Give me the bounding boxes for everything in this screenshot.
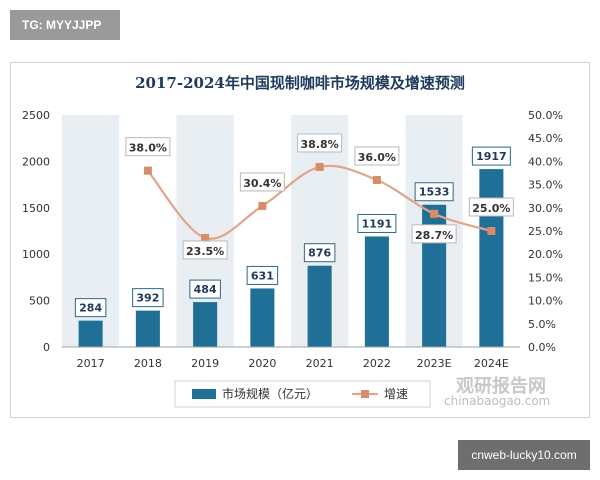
bar-data-labels: 284 392 484 631 876 1191 1533 1917 — [74, 146, 511, 318]
right-tick-label: 5.0% — [528, 318, 556, 331]
line-marker — [258, 201, 267, 210]
bar — [193, 302, 218, 347]
left-tick-label: 2500 — [22, 109, 50, 122]
right-tick-label: 25.0% — [528, 225, 563, 238]
right-tick-label: 20.0% — [528, 248, 563, 261]
right-tick-label: 45.0% — [528, 132, 563, 145]
line-label-box — [239, 172, 285, 192]
line-label-box — [125, 137, 171, 157]
line-marker — [430, 209, 439, 218]
right-tick-label: 35.0% — [528, 179, 563, 192]
line-marker — [201, 233, 210, 242]
line-label-box — [411, 224, 457, 244]
legend: 市场规模（亿元） 增速 — [174, 380, 431, 408]
bar-data-label: 1917 — [476, 150, 507, 163]
bar-label-box — [132, 288, 164, 308]
left-tick-label: 1000 — [22, 248, 50, 261]
line-data-label: 30.4% — [243, 177, 281, 190]
line-data-labels: 38.0% 23.5% 30.4% 38.8% 36.0% 28.7% 25.0% — [125, 133, 514, 260]
line-data-label: 38.0% — [129, 142, 167, 155]
right-tick-label: 15.0% — [528, 271, 563, 284]
bar — [78, 320, 103, 347]
line-label-box — [182, 240, 228, 260]
legend-label-line: 增速 — [384, 387, 408, 401]
bar-label-box — [74, 298, 107, 318]
watermark-logo: 观研报告网 — [456, 376, 546, 397]
line-data-label: 28.7% — [415, 229, 453, 242]
bar-label-box — [414, 182, 454, 202]
x-tick-label: 2019 — [191, 357, 219, 370]
line-data-label: 25.0% — [472, 202, 510, 215]
bar-label-box — [189, 279, 221, 299]
right-tick-label: 0.0% — [528, 341, 556, 354]
bar-data-label: 284 — [79, 302, 102, 315]
bar — [250, 288, 275, 347]
x-tick-label: 2021 — [306, 357, 334, 370]
watermark-url: chinabaogao.com — [444, 394, 551, 408]
bar-data-label: 631 — [251, 269, 274, 282]
x-axis: 2017 2018 2019 2020 2021 2022 2023E 2024E — [62, 346, 520, 370]
chart-title: 2017-2024年中国现制咖啡市场规模及增速预测 — [135, 74, 465, 92]
bar-data-label: 1191 — [362, 217, 393, 230]
legend-box — [174, 380, 431, 408]
legend-label-bar: 市场规模（亿元） — [222, 386, 318, 401]
bar-data-label: 1533 — [419, 186, 450, 199]
bar-label-box — [246, 265, 279, 285]
bar-data-label: 876 — [308, 247, 331, 260]
bottom-watermark-tag: cnweb-lucky10.com — [458, 440, 590, 470]
line-marker — [315, 162, 324, 171]
left-tick-label: 500 — [29, 295, 50, 308]
bar-label-box — [471, 146, 511, 166]
line-series — [143, 162, 496, 242]
x-tick-label: 2020 — [248, 357, 276, 370]
bar — [364, 236, 389, 347]
x-tick-label: 2018 — [134, 357, 162, 370]
right-axis: 0.0% 5.0% 10.0% 15.0% 20.0% 25.0% 30.0% 35.0% 40… — [528, 109, 563, 354]
x-tick-label: 2024E — [474, 357, 509, 370]
bar-label-box — [357, 213, 397, 233]
x-tick-label: 2022 — [363, 357, 391, 370]
line-marker — [372, 175, 381, 184]
line-data-label: 38.8% — [301, 138, 339, 151]
legend-swatch-marker — [361, 390, 369, 398]
line-label-box — [354, 146, 400, 166]
top-watermark-tag: TG: MYYJJPP — [10, 10, 120, 40]
line-label-box — [297, 133, 343, 153]
right-tick-label: 10.0% — [528, 295, 563, 308]
line-data-label: 36.0% — [358, 151, 396, 164]
bar-data-label: 484 — [194, 283, 217, 296]
left-tick-label: 0 — [43, 341, 50, 354]
right-tick-label: 50.0% — [528, 109, 563, 122]
bar-label-box — [303, 243, 336, 263]
left-axis: 0 500 1000 1500 2000 2500 — [22, 109, 50, 354]
line-label-box — [468, 197, 514, 217]
left-tick-label: 1500 — [22, 202, 50, 215]
bar — [307, 265, 332, 347]
line-marker — [487, 227, 496, 235]
bar — [135, 310, 160, 347]
left-tick-label: 2000 — [22, 155, 50, 168]
legend-swatch-bar — [192, 389, 216, 399]
bar-data-label: 392 — [136, 292, 159, 305]
right-tick-label: 30.0% — [528, 202, 563, 215]
x-tick-label: 2023E — [417, 357, 452, 370]
right-tick-label: 40.0% — [528, 155, 563, 168]
line-data-label: 23.5% — [186, 245, 224, 258]
bar — [479, 169, 504, 347]
line-marker — [143, 166, 152, 175]
x-tick-label: 2017 — [77, 357, 105, 370]
